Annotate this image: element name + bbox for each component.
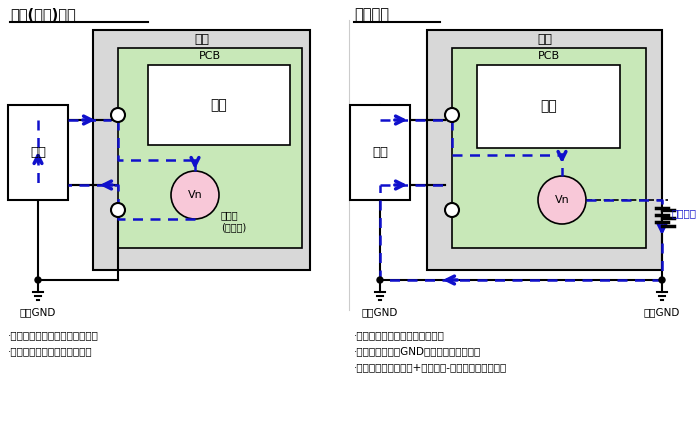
Text: 噪声源
(信号源): 噪声源 (信号源) — [221, 210, 246, 233]
Text: 电源: 电源 — [30, 146, 46, 159]
Text: ·噪声电流与电源电流路径相同。: ·噪声电流与电源电流路径相同。 — [8, 330, 99, 340]
Text: 电路: 电路 — [210, 98, 227, 112]
Text: Vn: Vn — [187, 190, 203, 200]
Bar — [93, 30, 310, 270]
Text: ·在电源线之间产生噪声电压。: ·在电源线之间产生噪声电压。 — [8, 346, 93, 356]
Circle shape — [111, 108, 125, 122]
Bar — [148, 65, 290, 145]
Bar — [427, 30, 662, 270]
Circle shape — [659, 277, 665, 283]
Text: 杂散电容: 杂散电容 — [672, 208, 697, 218]
Circle shape — [445, 108, 459, 122]
Circle shape — [111, 203, 125, 217]
Text: Vn: Vn — [554, 195, 570, 205]
Text: 壳体: 壳体 — [537, 33, 552, 46]
Text: 壳体: 壳体 — [194, 33, 209, 46]
Circle shape — [377, 277, 383, 283]
Bar — [118, 48, 302, 248]
Text: PCB: PCB — [199, 51, 221, 61]
Bar — [452, 48, 646, 248]
Text: ·在电源线与基准GND之间产生噪声电压。: ·在电源线与基准GND之间产生噪声电压。 — [354, 346, 481, 356]
Circle shape — [445, 203, 459, 217]
Bar — [350, 105, 410, 200]
Text: 电源: 电源 — [372, 146, 388, 159]
Text: ·噪声电流与电源的（+）端和（-）端电流路径相同。: ·噪声电流与电源的（+）端和（-）端电流路径相同。 — [354, 362, 507, 372]
Bar — [477, 65, 620, 148]
Text: 电路: 电路 — [540, 100, 557, 113]
Text: 基准GND: 基准GND — [362, 307, 398, 317]
Circle shape — [171, 171, 219, 219]
Text: 共模噪声: 共模噪声 — [354, 7, 389, 22]
Bar — [8, 105, 68, 200]
Text: 差模(常模)噪声: 差模(常模)噪声 — [10, 7, 75, 22]
Circle shape — [35, 277, 41, 283]
Text: ·在电源线之间不产生噪声电压。: ·在电源线之间不产生噪声电压。 — [354, 330, 445, 340]
Text: 基准GND: 基准GND — [644, 307, 680, 317]
Text: 基准GND: 基准GND — [20, 307, 56, 317]
Text: PCB: PCB — [538, 51, 560, 61]
Circle shape — [538, 176, 586, 224]
